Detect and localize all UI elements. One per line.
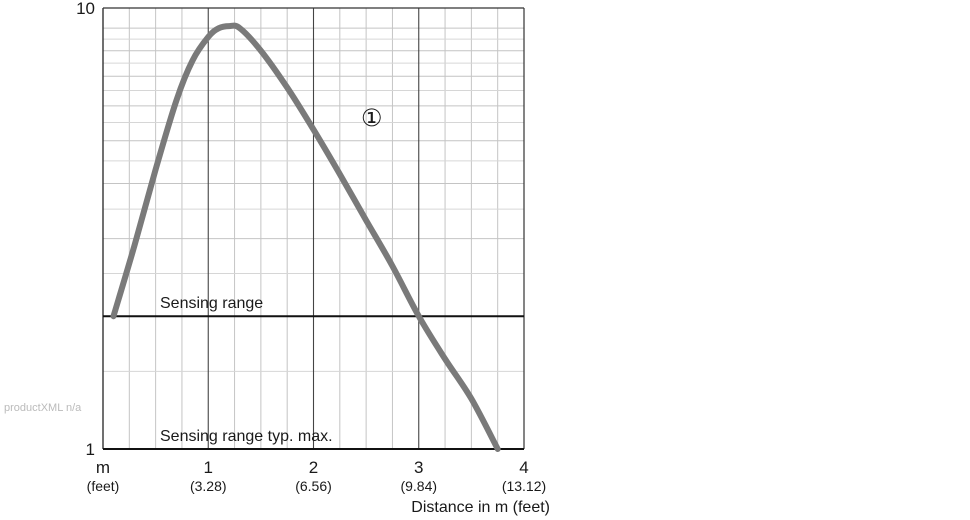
x-axis-label: Distance in m (feet) [411, 499, 550, 516]
x-tick-label: 4 [519, 458, 528, 477]
y-tick-label: 1 [86, 440, 95, 459]
series-layer: ① [110, 22, 501, 452]
watermark-text: productXML n/a [4, 402, 82, 414]
sensing-range-max-label: Sensing range typ. max. [160, 428, 333, 445]
major-grid [102, 7, 525, 449]
x-tick-sublabel: (6.56) [295, 478, 332, 494]
x-tick-sublabel: (feet) [87, 478, 120, 494]
series-label: ① [361, 105, 383, 132]
x-tick-label: 3 [414, 458, 423, 477]
axis-labels: 110m(feet)1(3.28)2(6.56)3(9.84)4(13.12)D… [76, 0, 550, 516]
sensing-range-label: Sensing range [160, 295, 263, 312]
y-tick-label: 10 [76, 0, 95, 18]
x-tick-label: m [96, 458, 110, 477]
reference-lines: Sensing range Sensing range typ. max. [103, 295, 524, 450]
x-tick-sublabel: (13.12) [502, 478, 546, 494]
x-tick-label: 1 [204, 458, 213, 477]
x-tick-sublabel: (9.84) [400, 478, 437, 494]
series-line [110, 22, 501, 452]
x-tick-label: 2 [309, 458, 318, 477]
x-tick-sublabel: (3.28) [190, 478, 227, 494]
